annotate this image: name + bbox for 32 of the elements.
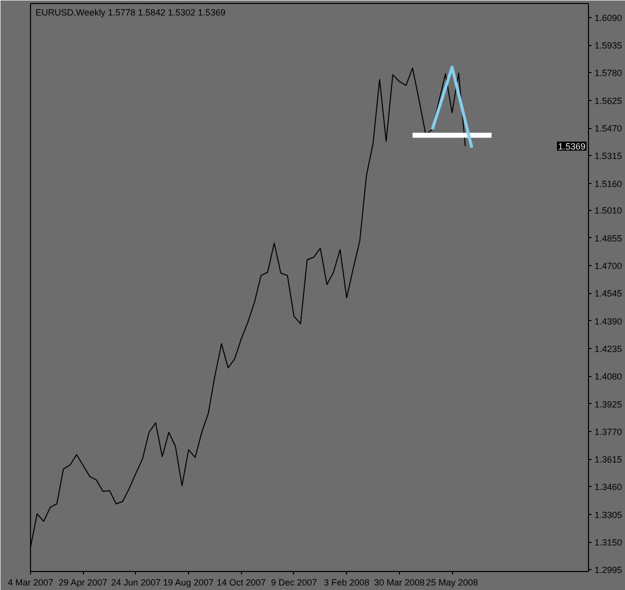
- y-tick-label: 1.3460: [594, 482, 622, 492]
- y-tick-label: 1.3925: [594, 399, 622, 410]
- y-tick-label: 1.5780: [594, 68, 622, 78]
- y-tick-label: 1.5160: [594, 178, 622, 189]
- y-tick-label: 1.5935: [594, 40, 622, 51]
- y-tick-label: 1.3150: [594, 538, 622, 548]
- y-tick-label: 1.4390: [594, 316, 622, 326]
- y-tick-label: 1.6090: [594, 12, 622, 23]
- annotation: 1.5369: [558, 142, 586, 152]
- y-tick-label: 1.4855: [594, 233, 622, 244]
- y-tick-label: 1.5625: [594, 96, 622, 106]
- y-tick-label: 1.4545: [594, 288, 622, 299]
- chart-title: EURUSD,Weekly 1.5778 1.5842 1.5302 1.5369: [36, 8, 226, 18]
- y-tick-label: 1.5315: [594, 151, 622, 162]
- x-tick-label: 24 Jun 2007: [111, 578, 161, 588]
- y-tick-label: 1.2995: [594, 565, 622, 576]
- y-tick-label: 1.4080: [594, 372, 622, 382]
- x-tick-label: 30 Mar 2008: [374, 578, 425, 588]
- y-tick-label: 1.3770: [594, 426, 622, 437]
- y-tick-label: 1.5010: [594, 206, 622, 216]
- y-tick-label: 1.3305: [594, 510, 622, 520]
- x-tick-label: 14 Oct 2007: [216, 578, 266, 588]
- x-tick-label: 3 Feb 2008: [324, 578, 370, 588]
- x-tick-label: 9 Dec 2007: [270, 578, 318, 588]
- x-tick-label: 4 Mar 2007: [8, 578, 54, 588]
- x-tick-label: 29 Apr 2007: [58, 578, 108, 588]
- y-tick-label: 1.4235: [594, 344, 622, 354]
- x-tick-label: 25 May 2008: [426, 578, 478, 588]
- y-tick-label: 1.3615: [594, 454, 622, 465]
- y-tick-label: 1.4700: [594, 260, 622, 271]
- y-tick-label: 1.5470: [594, 124, 622, 134]
- x-tick-label: 19 Aug 2007: [163, 578, 214, 588]
